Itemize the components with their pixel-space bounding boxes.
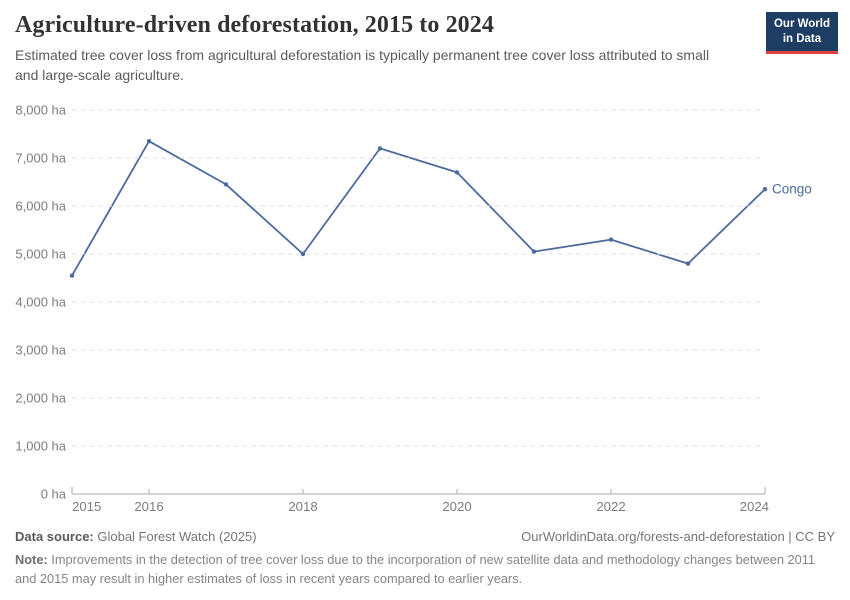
owid-logo[interactable]: Our World in Data	[765, 12, 838, 54]
y-tick-label: 6,000 ha	[15, 199, 66, 214]
data-source-label: Data source:	[15, 529, 94, 544]
owid-logo-line2: in Data	[782, 32, 822, 45]
chart-note-text: Improvements in the detection of tree co…	[15, 552, 816, 586]
source-row: Data source: Global Forest Watch (2025) …	[15, 529, 835, 544]
y-tick-label: 7,000 ha	[15, 151, 66, 166]
chart-footer: Data source: Global Forest Watch (2025) …	[15, 529, 835, 588]
x-tick-label: 2016	[134, 499, 163, 514]
series-label-congo[interactable]: Congo	[772, 182, 812, 197]
x-tick-label: 2022	[596, 499, 625, 514]
series-line	[71, 140, 766, 277]
owid-logo-line1: Our World	[773, 18, 830, 30]
x-tick-label: 2018	[288, 499, 317, 514]
y-tick-label: 4,000 ha	[15, 295, 66, 310]
data-source-value: Global Forest Watch (2025)	[93, 529, 257, 544]
y-tick-label: 0 ha	[41, 487, 67, 502]
x-tick-label: 2020	[442, 499, 471, 514]
x-tick-label: 2015	[72, 499, 101, 514]
attribution-link[interactable]: OurWorldinData.org/forests-and-deforesta…	[521, 529, 835, 544]
y-tick-label: 3,000 ha	[15, 343, 66, 358]
chart-svg: 2024 2022 2020 2018 2016 2015 8,000 ha 7,000 ha…	[15, 103, 812, 515]
chart-note: Note: Improvements in the detection of t…	[15, 551, 835, 588]
page-title: Agriculture-driven deforestation, 2015 t…	[15, 12, 494, 38]
y-tick-label: 5,000 ha	[15, 247, 66, 262]
x-tick-label: 2024	[740, 499, 769, 514]
y-tick-label: 1,000 ha	[15, 439, 66, 454]
y-tick-label: 2,000 ha	[15, 391, 66, 406]
data-source: Data source: Global Forest Watch (2025)	[15, 529, 257, 544]
chart-subtitle: Estimated tree cover loss from agricultu…	[15, 47, 710, 83]
chart-note-label: Note:	[15, 552, 48, 567]
chart-header: Agriculture-driven deforestation, 2015 t…	[15, 12, 750, 86]
y-tick-label: 8,000 ha	[15, 103, 66, 118]
